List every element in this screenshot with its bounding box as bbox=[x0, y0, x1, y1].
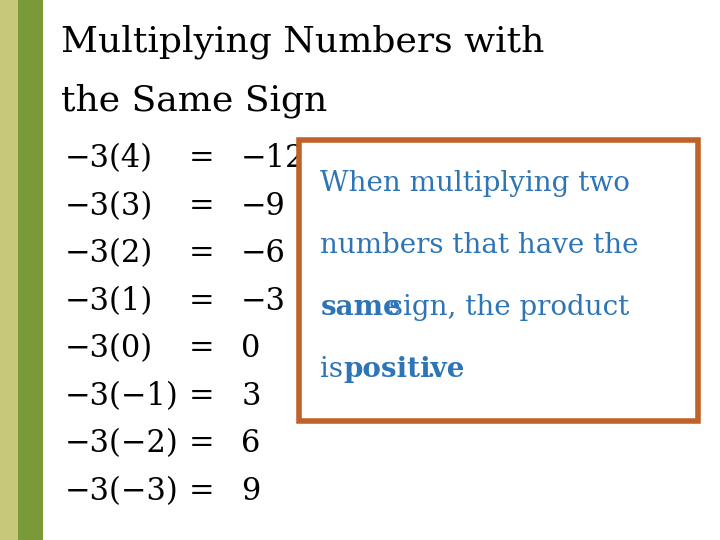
Text: =: = bbox=[189, 381, 215, 411]
Text: −3(2): −3(2) bbox=[65, 238, 153, 269]
Text: −3(1): −3(1) bbox=[65, 286, 153, 316]
Text: sign, the product: sign, the product bbox=[380, 294, 629, 321]
Text: −3: −3 bbox=[241, 286, 287, 316]
Text: same: same bbox=[320, 294, 401, 321]
Text: −3(−2): −3(−2) bbox=[65, 428, 179, 459]
Text: 6: 6 bbox=[241, 428, 261, 459]
Text: =: = bbox=[189, 333, 215, 364]
FancyBboxPatch shape bbox=[299, 140, 698, 421]
Text: 3: 3 bbox=[241, 381, 261, 411]
Bar bbox=[0, 0, 18, 540]
Text: When multiplying two: When multiplying two bbox=[320, 170, 630, 197]
Text: positive: positive bbox=[343, 356, 465, 383]
Text: −9: −9 bbox=[241, 191, 286, 221]
Text: the Same Sign: the Same Sign bbox=[61, 84, 328, 118]
Text: =: = bbox=[189, 191, 215, 221]
Text: =: = bbox=[189, 143, 215, 174]
Text: −12: −12 bbox=[241, 143, 306, 174]
Text: =: = bbox=[189, 476, 215, 507]
Text: −6: −6 bbox=[241, 238, 286, 269]
Text: −3(3): −3(3) bbox=[65, 191, 153, 221]
Text: .: . bbox=[426, 356, 435, 383]
Text: numbers that have the: numbers that have the bbox=[320, 232, 639, 259]
Text: =: = bbox=[189, 286, 215, 316]
Text: −3(4): −3(4) bbox=[65, 143, 153, 174]
Text: =: = bbox=[189, 428, 215, 459]
Text: −3(0): −3(0) bbox=[65, 333, 153, 364]
Text: −3(−3): −3(−3) bbox=[65, 476, 179, 507]
Text: Multiplying Numbers with: Multiplying Numbers with bbox=[61, 24, 544, 59]
Text: =: = bbox=[189, 238, 215, 269]
Bar bbox=[18, 0, 43, 540]
Text: −3(−1): −3(−1) bbox=[65, 381, 179, 411]
Text: is: is bbox=[320, 356, 352, 383]
Text: 9: 9 bbox=[241, 476, 261, 507]
Text: 0: 0 bbox=[241, 333, 261, 364]
